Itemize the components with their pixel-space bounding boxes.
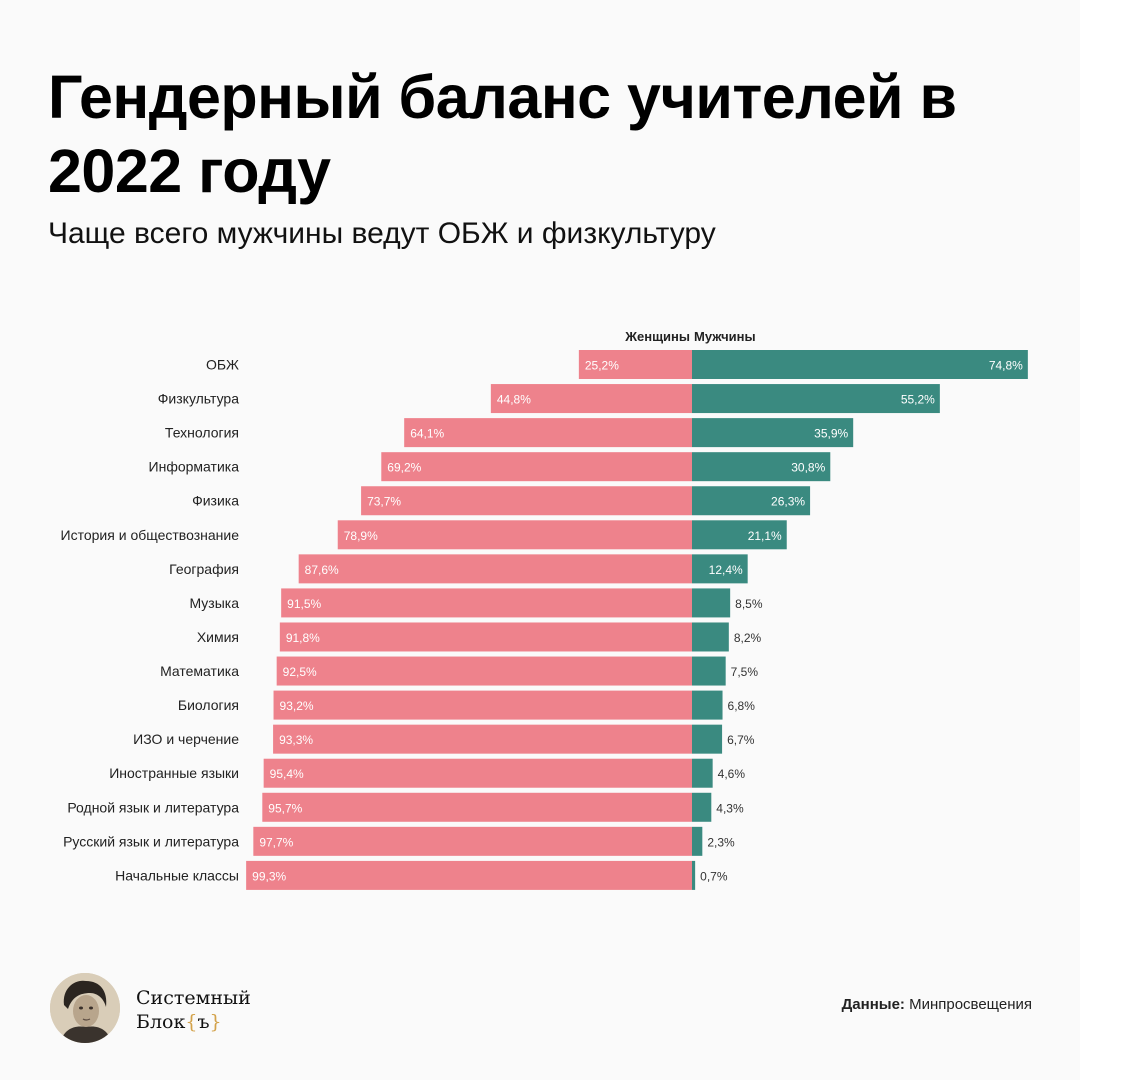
bar-men — [692, 588, 731, 618]
bar-women — [273, 724, 692, 754]
data-label-women: 25,2% — [585, 359, 619, 373]
bar-men — [692, 860, 696, 890]
legend-women: Женщины — [624, 329, 690, 344]
data-label-men: 2,3% — [707, 835, 735, 849]
chart-subtitle: Чаще всего мужчины ведут ОБЖ и физкульту… — [48, 217, 716, 250]
data-label-men: 26,3% — [771, 495, 805, 509]
bar-women — [276, 656, 692, 686]
category-label: Иностранные языки — [109, 765, 239, 781]
bar-men — [692, 826, 703, 856]
data-label-women: 99,3% — [252, 869, 286, 883]
category-label: Биология — [178, 697, 239, 713]
bar-men — [692, 792, 712, 822]
bar-men — [692, 350, 1028, 379]
bar-men — [692, 758, 713, 788]
category-label: Начальные классы — [115, 867, 239, 883]
brand-brace-open: { — [185, 1011, 198, 1033]
data-label-men: 12,4% — [709, 563, 743, 577]
source-label: Данные: — [841, 996, 905, 1013]
bar-women — [298, 554, 692, 584]
category-label: Химия — [197, 629, 239, 645]
category-label: Физика — [192, 493, 239, 509]
brand-line-2: Блок{ъ} — [136, 1010, 251, 1034]
data-label-women: 93,3% — [279, 733, 313, 747]
data-label-women: 91,8% — [286, 631, 320, 645]
data-label-men: 30,8% — [791, 461, 825, 475]
bar-women — [578, 350, 692, 379]
chart-area: Женщины Мужчины ОБЖ 25,2% 74,8% Физкультура 44… — [0, 320, 1080, 910]
bar-women — [281, 588, 692, 618]
portrait-icon — [50, 973, 120, 1043]
data-label-men: 6,7% — [727, 733, 755, 747]
bar-men — [692, 622, 729, 652]
data-label-men: 6,8% — [728, 699, 756, 713]
data-label-men: 4,3% — [716, 801, 744, 815]
brand-logo: Системный Блок{ъ} — [136, 986, 251, 1034]
category-label: История и обществознание — [61, 527, 240, 543]
category-label: Русский язык и литература — [63, 833, 239, 849]
category-label: Математика — [160, 663, 239, 679]
category-label: Музыка — [189, 595, 239, 611]
bar-men — [692, 384, 940, 414]
bar-women — [263, 758, 692, 788]
category-label: География — [169, 561, 239, 577]
category-label: Технология — [165, 425, 239, 441]
category-label: Физкультура — [158, 391, 239, 407]
bar-men — [692, 724, 723, 754]
data-label-women: 44,8% — [497, 393, 531, 407]
data-label-men: 7,5% — [731, 665, 759, 679]
brand-line-1: Системный — [136, 987, 251, 1009]
chart-title: Гендерный баланс учителей в 2022 году — [48, 63, 957, 205]
bar-women — [279, 622, 692, 652]
legend-men: Мужчины — [694, 329, 756, 344]
data-label-men: 0,7% — [700, 869, 728, 883]
bar-women — [337, 520, 692, 550]
data-label-women: 93,2% — [280, 699, 314, 713]
data-label-women: 95,7% — [268, 801, 302, 815]
data-label-women: 87,6% — [305, 563, 339, 577]
bar-women — [246, 860, 692, 890]
data-label-women: 97,7% — [259, 835, 293, 849]
avatar-portrait — [50, 973, 120, 1043]
brand-brace-close: } — [209, 1011, 222, 1033]
data-label-men: 4,6% — [718, 767, 746, 781]
bar-women — [273, 690, 692, 720]
data-label-men: 74,8% — [989, 359, 1023, 373]
data-label-women: 91,5% — [287, 597, 321, 611]
bar-women — [381, 452, 692, 482]
data-label-women: 73,7% — [367, 495, 401, 509]
bar-men — [692, 690, 723, 720]
category-label: ОБЖ — [206, 357, 239, 373]
category-label: ИЗО и черчение — [133, 731, 239, 747]
bar-women — [490, 384, 692, 414]
bar-men — [692, 520, 787, 550]
data-label-men: 35,9% — [814, 427, 848, 441]
bar-women — [404, 418, 692, 448]
brand-brace-letter: ъ — [197, 1011, 210, 1033]
data-label-men: 55,2% — [901, 393, 935, 407]
data-label-women: 92,5% — [283, 665, 317, 679]
diverging-bar-chart: Женщины Мужчины ОБЖ 25,2% 74,8% Физкультура 44… — [61, 329, 1028, 890]
category-label: Родной язык и литература — [67, 799, 239, 815]
category-label: Информатика — [149, 459, 240, 475]
data-label-women: 78,9% — [344, 529, 378, 543]
data-label-women: 69,2% — [387, 461, 421, 475]
bar-women — [361, 486, 692, 516]
data-label-women: 95,4% — [270, 767, 304, 781]
bar-men — [692, 554, 748, 584]
data-label-women: 64,1% — [410, 427, 444, 441]
bar-men — [692, 418, 854, 448]
data-label-men: 21,1% — [748, 529, 782, 543]
bar-women — [262, 792, 692, 822]
data-label-men: 8,2% — [734, 631, 762, 645]
bar-men — [692, 656, 726, 686]
bar-men — [692, 452, 831, 482]
source-value: Минпросвещения — [909, 996, 1032, 1013]
data-source: Данные: Минпросвещения — [842, 996, 1032, 1013]
bar-men — [692, 486, 811, 516]
bar-women — [253, 826, 692, 856]
brand-word: Блок — [136, 1011, 186, 1033]
infographic-page: Гендерный баланс учителей в 2022 году Ча… — [0, 63, 1080, 1043]
data-label-men: 8,5% — [735, 597, 763, 611]
